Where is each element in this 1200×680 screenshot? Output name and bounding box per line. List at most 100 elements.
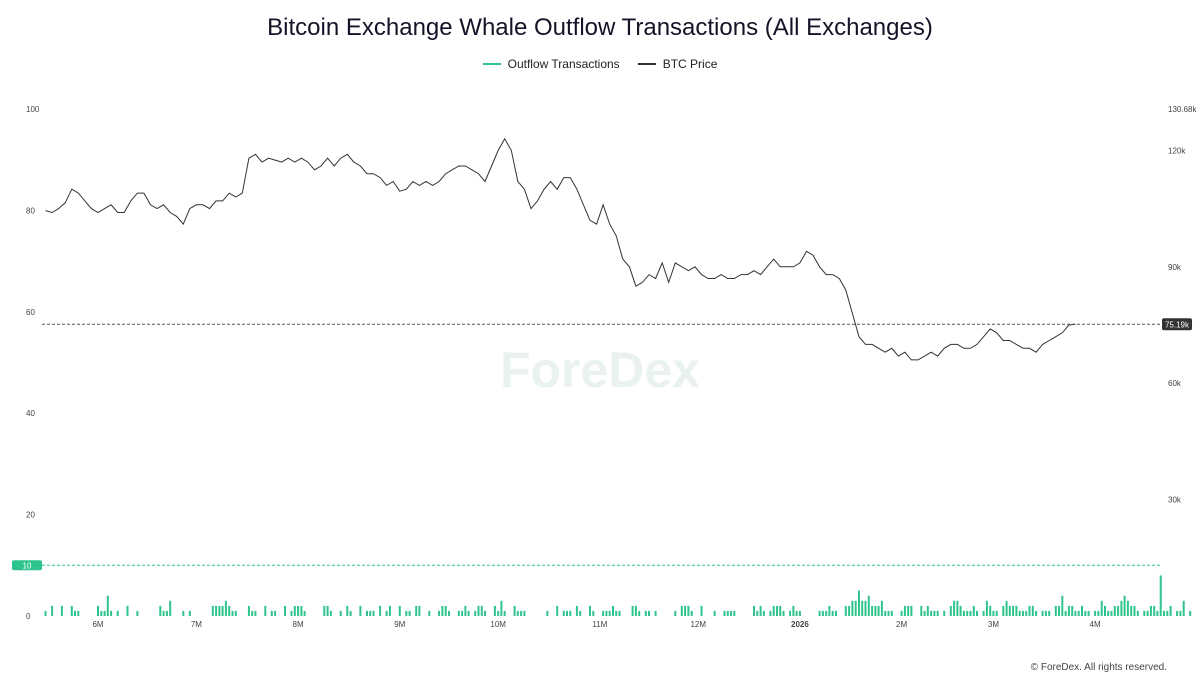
outflow-bar[interactable]	[972, 605, 975, 616]
outflow-bar[interactable]	[700, 605, 703, 616]
outflow-bar[interactable]	[779, 605, 782, 616]
outflow-bar[interactable]	[634, 605, 637, 616]
outflow-bar[interactable]	[684, 605, 687, 616]
outflow-bar[interactable]	[408, 610, 411, 616]
outflow-bar[interactable]	[1153, 605, 1156, 616]
outflow-bar[interactable]	[74, 610, 76, 616]
outflow-bar[interactable]	[516, 610, 519, 616]
outflow-bar[interactable]	[753, 605, 755, 616]
outflow-bar[interactable]	[303, 610, 306, 616]
legend-item-price[interactable]: BTC Price	[637, 57, 717, 71]
outflow-bar[interactable]	[759, 605, 762, 616]
outflow-bar[interactable]	[903, 605, 906, 616]
outflow-bar[interactable]	[615, 610, 618, 616]
outflow-bar[interactable]	[1054, 605, 1057, 616]
outflow-bar[interactable]	[162, 610, 165, 616]
outflow-bar[interactable]	[44, 610, 47, 616]
outflow-bar[interactable]	[126, 605, 129, 616]
outflow-bar[interactable]	[428, 610, 431, 616]
outflow-bar[interactable]	[982, 610, 985, 616]
outflow-bar[interactable]	[224, 600, 227, 616]
outflow-bar[interactable]	[182, 610, 185, 616]
outflow-bar[interactable]	[1041, 610, 1044, 616]
outflow-bar[interactable]	[500, 600, 503, 616]
outflow-bar[interactable]	[274, 610, 277, 616]
outflow-bar[interactable]	[60, 605, 63, 616]
outflow-bar[interactable]	[1081, 605, 1083, 616]
outflow-bar[interactable]	[648, 610, 650, 616]
outflow-bar[interactable]	[100, 610, 103, 616]
outflow-bar[interactable]	[674, 610, 677, 616]
outflow-bar[interactable]	[1130, 605, 1133, 616]
outflow-bar[interactable]	[1123, 595, 1126, 616]
outflow-bar[interactable]	[687, 605, 690, 616]
outflow-bar[interactable]	[579, 610, 582, 616]
outflow-bar[interactable]	[1067, 605, 1070, 616]
outflow-bar[interactable]	[349, 610, 352, 616]
outflow-bar[interactable]	[231, 610, 234, 616]
outflow-bar[interactable]	[825, 610, 828, 616]
outflow-bar[interactable]	[608, 610, 611, 616]
outflow-bar[interactable]	[769, 610, 772, 616]
outflow-bar[interactable]	[110, 610, 113, 616]
outflow-bar[interactable]	[818, 610, 821, 616]
outflow-bar[interactable]	[1163, 610, 1165, 616]
outflow-bar[interactable]	[782, 610, 785, 616]
outflow-bar[interactable]	[1035, 610, 1038, 616]
outflow-bar[interactable]	[930, 610, 933, 616]
outflow-bar[interactable]	[871, 605, 874, 616]
outflow-bar[interactable]	[861, 600, 864, 616]
outflow-bar[interactable]	[221, 605, 224, 616]
outflow-bar[interactable]	[326, 605, 329, 616]
outflow-bar[interactable]	[1182, 600, 1185, 616]
outflow-bar[interactable]	[359, 605, 362, 616]
outflow-bar[interactable]	[1048, 610, 1051, 616]
outflow-bar[interactable]	[1104, 605, 1106, 616]
outflow-bar[interactable]	[159, 605, 162, 616]
outflow-bar[interactable]	[569, 610, 572, 616]
outflow-bar[interactable]	[966, 610, 969, 616]
outflow-bar[interactable]	[293, 605, 296, 616]
outflow-bar[interactable]	[385, 610, 388, 616]
outflow-bar[interactable]	[493, 605, 496, 616]
outflow-bar[interactable]	[215, 605, 218, 616]
outflow-bar[interactable]	[513, 605, 516, 616]
outflow-bar[interactable]	[1110, 610, 1113, 616]
outflow-bar[interactable]	[772, 605, 775, 616]
outflow-bar[interactable]	[136, 610, 139, 616]
outflow-bar[interactable]	[943, 610, 946, 616]
outflow-bar[interactable]	[910, 605, 913, 616]
outflow-bar[interactable]	[461, 610, 464, 616]
outflow-bar[interactable]	[1074, 610, 1077, 616]
outflow-bar[interactable]	[733, 610, 736, 616]
outflow-bar[interactable]	[992, 610, 995, 616]
outflow-bar[interactable]	[638, 610, 641, 616]
btc-price-line[interactable]	[45, 137, 1076, 361]
outflow-bar[interactable]	[792, 605, 795, 616]
outflow-bar[interactable]	[920, 605, 923, 616]
outflow-bar[interactable]	[51, 605, 54, 616]
outflow-bar[interactable]	[1084, 610, 1087, 616]
outflow-bar[interactable]	[77, 610, 80, 616]
outflow-bar[interactable]	[874, 605, 877, 616]
outflow-bar[interactable]	[1100, 600, 1103, 616]
outflow-bar[interactable]	[1064, 610, 1067, 616]
outflow-bar[interactable]	[776, 605, 778, 616]
outflow-bar[interactable]	[339, 610, 342, 616]
outflow-bar[interactable]	[1159, 575, 1162, 616]
outflow-bar[interactable]	[254, 610, 257, 616]
outflow-bar[interactable]	[474, 610, 477, 616]
outflow-bar[interactable]	[264, 605, 267, 616]
outflow-bar[interactable]	[1120, 600, 1123, 616]
outflow-bar[interactable]	[835, 610, 837, 616]
outflow-bar[interactable]	[900, 610, 903, 616]
outflow-bar[interactable]	[1179, 610, 1182, 616]
outflow-bar[interactable]	[953, 600, 956, 616]
outflow-bar[interactable]	[523, 610, 526, 616]
outflow-bar[interactable]	[270, 610, 273, 616]
outflow-bar[interactable]	[1022, 610, 1024, 616]
outflow-bar[interactable]	[680, 605, 683, 616]
outflow-bar[interactable]	[1156, 610, 1159, 616]
outflow-bar[interactable]	[247, 605, 250, 616]
outflow-bar[interactable]	[234, 610, 237, 616]
